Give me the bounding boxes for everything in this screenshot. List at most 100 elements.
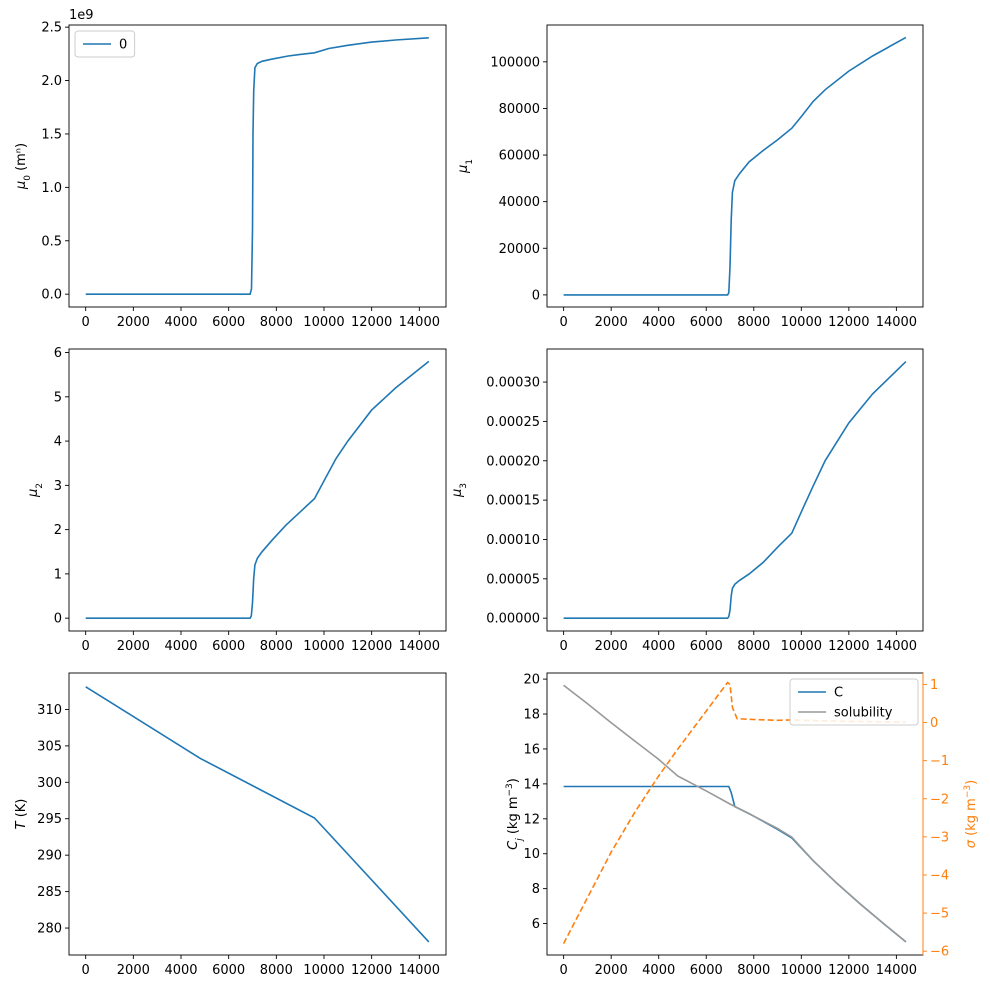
y-tick-label: 0.00025 xyxy=(486,415,540,430)
y-axis-label-part: C xyxy=(506,840,521,850)
y-tick-label: 295 xyxy=(37,812,62,827)
y-tick-label: 40000 xyxy=(499,195,540,210)
y-tick-label: 5 xyxy=(54,390,62,405)
y-tick-label: 310 xyxy=(37,703,62,718)
x-tick-label: 8000 xyxy=(737,639,770,654)
series-line-0 xyxy=(563,36,907,296)
y-axis-label-part: 2 xyxy=(35,483,45,489)
y-tick-label: 14 xyxy=(523,777,540,792)
x-tick-label: 4000 xyxy=(642,639,675,654)
x-tick-label: 8000 xyxy=(260,315,293,330)
y-axis-label-part: μ xyxy=(26,489,41,498)
y-axis-label: T (K) xyxy=(14,799,29,830)
x-tick-label: 14000 xyxy=(876,963,917,978)
y-axis-label-part: (mⁿ) xyxy=(14,143,29,175)
x-tick-label: 0 xyxy=(559,963,567,978)
y-tick-label: 2.5 xyxy=(41,21,62,36)
legend-box xyxy=(789,678,919,726)
y-axis-label: Cj (kg m−3) xyxy=(505,778,525,850)
y2-axis-label-part: (kg m xyxy=(964,798,979,840)
legend: 0 xyxy=(74,30,136,58)
y-tick-label: 0.00015 xyxy=(486,494,540,509)
y-axis-label-part: 0 xyxy=(23,175,33,181)
subplot-2: 0 2000 4000 6000 8000 10000 12000 14000 0 20000 40… xyxy=(456,24,924,330)
y-tick-label: 2 xyxy=(54,523,62,538)
x-tick-label: 2000 xyxy=(117,315,150,330)
y-tick-label: 285 xyxy=(37,885,62,900)
y-tick-label: 0.00030 xyxy=(486,376,540,391)
y-axis-label-part: 3 xyxy=(459,483,469,489)
subplot-6: 0 2000 4000 6000 8000 10000 12000 1400068101214… xyxy=(505,672,979,978)
series-line-0 xyxy=(85,686,430,943)
axes-frame xyxy=(68,348,447,632)
y2-tick-label: 1 xyxy=(930,678,938,693)
y2-axis-label-part: ) xyxy=(964,780,979,785)
y-axis-label: μ1 xyxy=(456,159,475,174)
axes-frame xyxy=(68,672,447,956)
x-tick-label: 4000 xyxy=(164,315,197,330)
x-tick-label: 12000 xyxy=(351,639,392,654)
y-tick-label: 6 xyxy=(532,917,540,932)
x-tick-label: 6000 xyxy=(212,315,245,330)
y-offset-text: 1e9 xyxy=(69,8,94,23)
y-tick-label: 100000 xyxy=(490,55,540,70)
y-tick-label: 1.5 xyxy=(41,127,62,142)
y2-tick-label: −1 xyxy=(930,754,949,769)
x-tick-label: 0 xyxy=(559,315,567,330)
x-tick-label: 14000 xyxy=(876,639,917,654)
x-tick-label: 0 xyxy=(82,963,90,978)
y2-tick-label: −2 xyxy=(930,792,949,807)
y-tick-label: 1 xyxy=(54,567,62,582)
x-tick-label: 10000 xyxy=(781,639,822,654)
x-tick-label: 8000 xyxy=(260,639,293,654)
x-tick-label: 10000 xyxy=(303,963,344,978)
x-tick-label: 0 xyxy=(559,639,567,654)
x-tick-label: 14000 xyxy=(399,639,440,654)
x-tick-label: 12000 xyxy=(828,315,869,330)
x-tick-label: 14000 xyxy=(399,315,440,330)
y-tick-label: 10 xyxy=(523,847,540,862)
x-tick-label: 12000 xyxy=(828,639,869,654)
x-tick-label: 2000 xyxy=(595,639,628,654)
x-tick-label: 8000 xyxy=(737,315,770,330)
x-tick-label: 4000 xyxy=(164,963,197,978)
y-tick-label: 0 xyxy=(532,288,540,303)
y-tick-label: 1.0 xyxy=(41,181,62,196)
y2-axis-label-part: −3 xyxy=(963,785,973,798)
subplot-4: 0 2000 4000 6000 8000 10000 12000 14000 0.00000 0… xyxy=(450,348,924,654)
x-tick-label: 2000 xyxy=(117,963,150,978)
x-tick-label: 4000 xyxy=(164,639,197,654)
x-tick-label: 2000 xyxy=(117,639,150,654)
y-tick-label: 280 xyxy=(37,922,62,937)
axes-frame xyxy=(546,24,924,308)
x-tick-label: 6000 xyxy=(212,639,245,654)
x-tick-label: 0 xyxy=(82,639,90,654)
x-tick-label: 6000 xyxy=(690,963,723,978)
axes-frame xyxy=(68,24,447,308)
subplot-5: 0 2000 4000 6000 8000 10000 12000 14000 280 285 29… xyxy=(14,672,447,978)
x-tick-label: 6000 xyxy=(690,639,723,654)
x-tick-label: 10000 xyxy=(303,639,344,654)
x-tick-label: 12000 xyxy=(351,315,392,330)
y-axis-label-part: (K) xyxy=(14,799,29,822)
y-axis-label: μ3 xyxy=(450,483,469,498)
y2-tick-label: −5 xyxy=(930,907,949,922)
y-tick-label: 8 xyxy=(532,882,540,897)
y-axis-label-part: (kg m xyxy=(506,796,521,838)
x-tick-label: 4000 xyxy=(642,315,675,330)
x-tick-label: 8000 xyxy=(260,963,293,978)
legend-label: C xyxy=(834,686,843,701)
y2-axis-label: σ (kg m−3) xyxy=(963,780,979,848)
x-tick-label: 12000 xyxy=(828,963,869,978)
x-tick-label: 12000 xyxy=(351,963,392,978)
y-tick-label: 0.00005 xyxy=(486,572,540,587)
y-tick-label: 18 xyxy=(523,708,540,723)
y-axis-label-part: μ xyxy=(14,181,29,190)
y2-tick-label: −3 xyxy=(930,830,949,845)
y-tick-label: 2.0 xyxy=(41,74,62,89)
y-tick-label: 305 xyxy=(37,739,62,754)
y-tick-label: 0.00010 xyxy=(486,533,540,548)
x-tick-label: 2000 xyxy=(595,315,628,330)
